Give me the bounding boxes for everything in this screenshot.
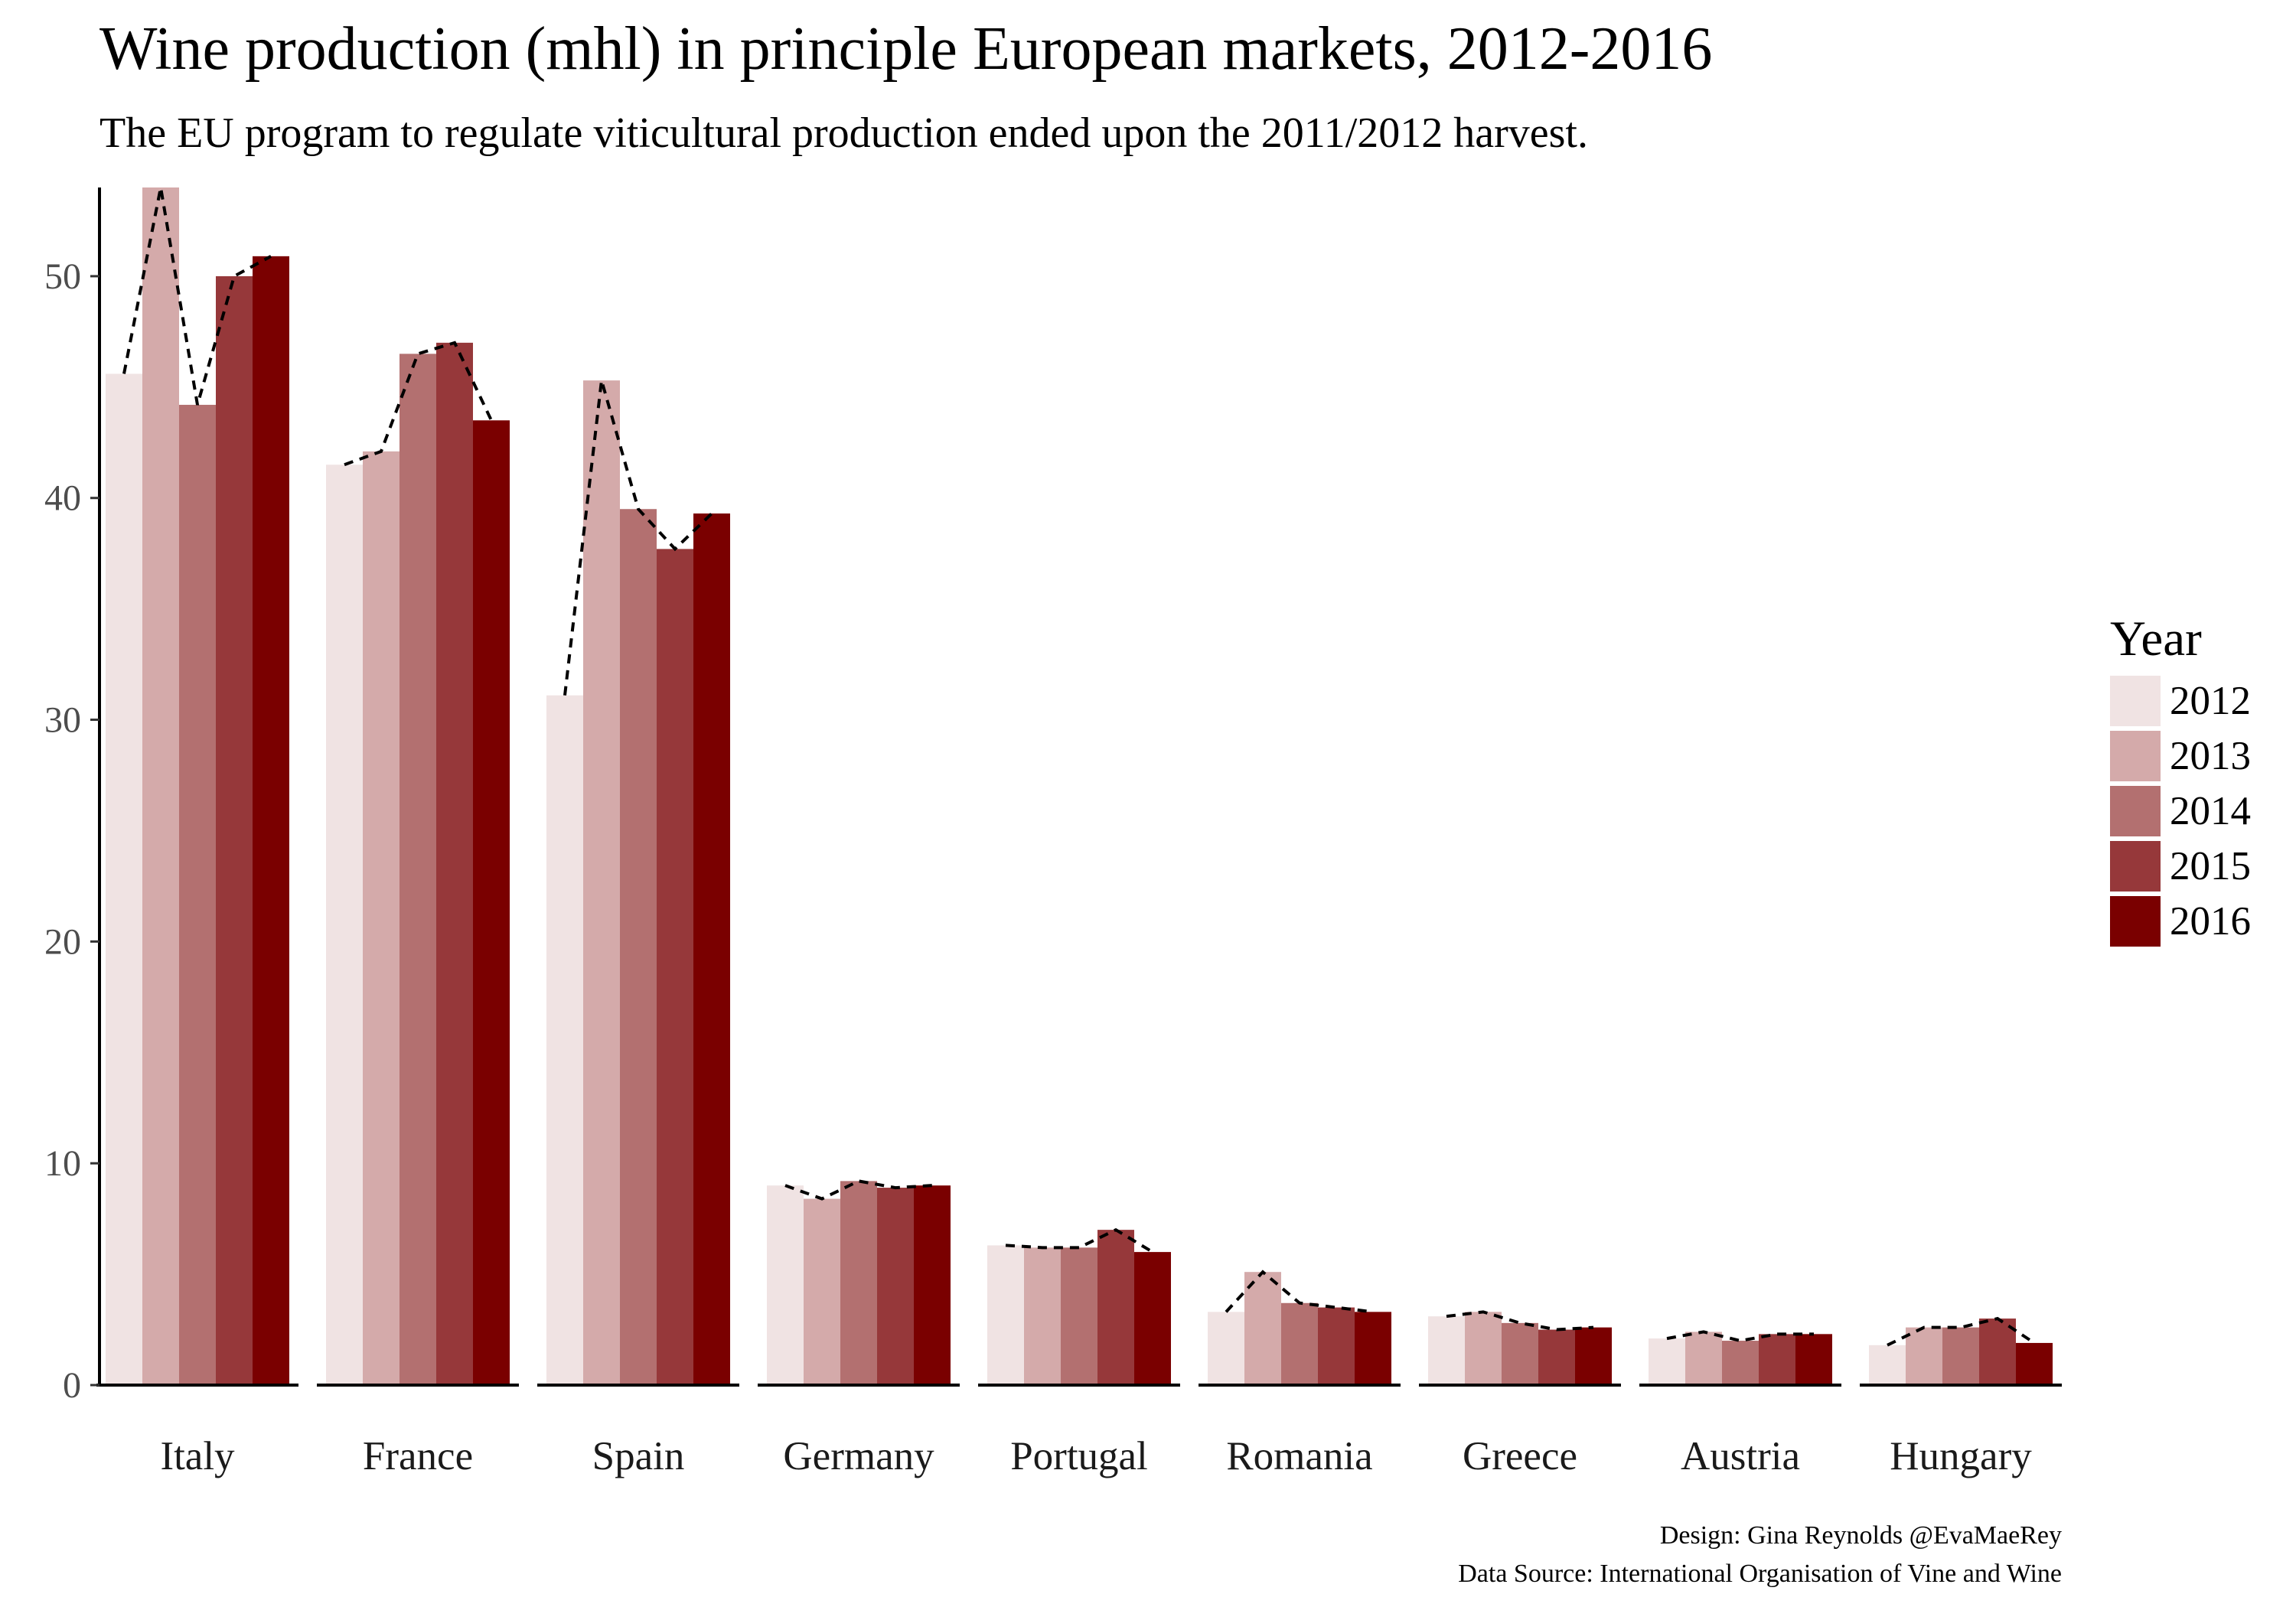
x-tick-label-italy: Italy [160,1434,235,1478]
trend-lines-layer [122,187,2036,1347]
bar-greece-2013 [1465,1312,1502,1385]
y-tick-label-50: 50 [44,256,81,297]
bar-portugal-2013 [1024,1247,1061,1385]
bar-portugal-2015 [1097,1230,1134,1385]
trend-line-spain [563,380,713,696]
legend-item-2012: 2012 [2110,673,2251,729]
y-tick-label-0: 0 [63,1365,81,1406]
bar-france-2012 [326,464,363,1385]
bar-spain-2013 [583,380,620,1385]
bar-greece-2014 [1502,1322,1538,1385]
bar-germany-2014 [840,1181,877,1385]
bar-france-2014 [400,354,436,1386]
chart-subtitle: The EU program to regulate viticultural … [99,109,1588,157]
bar-austria-2016 [1795,1334,1832,1385]
legend-label-2015: 2015 [2170,843,2251,888]
bar-hungary-2014 [1942,1327,1979,1385]
legend-label-2012: 2012 [2170,678,2251,723]
y-tick-label-30: 30 [44,700,81,741]
bar-france-2013 [363,451,400,1385]
bar-italy-2015 [216,275,253,1386]
bar-germany-2015 [877,1188,914,1385]
y-axis-ticks: 0 10 20 30 40 50 [44,256,99,1406]
bar-hungary-2012 [1869,1345,1906,1385]
bar-portugal-2012 [987,1245,1024,1385]
bar-germany-2016 [914,1185,951,1385]
legend: Year 2012 2013 2014 2015 2016 [2110,612,2251,949]
legend-item-2016: 2016 [2110,894,2251,949]
y-tick-label-40: 40 [44,478,81,519]
bar-greece-2016 [1575,1327,1612,1385]
legend-label-2013: 2013 [2170,733,2251,778]
caption-source: Data Source: International Organisation … [1458,1560,2062,1588]
legend-item-2014: 2014 [2110,784,2251,839]
x-tick-label-hungary: Hungary [1890,1434,2032,1478]
x-axis-labels: Italy France Spain Germany Portugal Romania Gr… [160,1434,2032,1478]
legend-swatch-2013 [2110,731,2161,781]
legend-item-2013: 2013 [2110,729,2251,784]
bar-italy-2012 [106,373,142,1385]
trend-line-france [344,341,493,467]
legend-swatch-2015 [2110,841,2161,892]
bar-romania-2016 [1355,1312,1391,1385]
bar-greece-2012 [1428,1316,1465,1385]
bar-hungary-2015 [1979,1319,2016,1385]
bar-austria-2014 [1722,1341,1759,1385]
x-tick-label-greece: Greece [1463,1434,1577,1478]
bar-austria-2015 [1759,1334,1795,1385]
x-tick-label-austria: Austria [1681,1434,1800,1478]
bar-germany-2013 [804,1198,840,1385]
bar-greece-2015 [1538,1329,1575,1385]
bars-layer [106,187,2053,1386]
bar-france-2016 [473,420,510,1385]
trend-line-austria [1666,1330,1814,1343]
bar-romania-2014 [1281,1302,1318,1385]
bar-france-2015 [436,342,473,1385]
axes-layer [96,187,2062,1387]
x-tick-label-romania: Romania [1226,1434,1372,1478]
bar-spain-2014 [620,509,657,1386]
bar-spain-2012 [546,695,583,1385]
bar-romania-2015 [1318,1307,1355,1385]
legend-swatch-2014 [2110,786,2161,836]
bar-italy-2014 [179,405,216,1385]
trend-line-portugal [1005,1227,1154,1253]
trend-line-greece [1446,1310,1594,1332]
bar-portugal-2014 [1061,1247,1097,1385]
trend-line-hungary [1887,1316,2036,1347]
x-tick-label-spain: Spain [592,1434,685,1478]
bar-spain-2015 [657,549,693,1385]
legend-swatch-2016 [2110,896,2161,947]
bar-romania-2012 [1208,1312,1244,1385]
x-tick-label-germany: Germany [783,1434,934,1478]
trend-line-italy [122,187,272,406]
chart-title: Wine production (mhl) in principle Europ… [99,15,1713,83]
legend-items: 2012 2013 2014 2015 2016 [2110,673,2251,949]
trend-line-germany [784,1179,933,1201]
legend-label-2016: 2016 [2170,898,2251,944]
bar-italy-2016 [253,256,289,1386]
x-tick-label-portugal: Portugal [1010,1434,1148,1478]
trend-line-romania [1225,1270,1374,1314]
bar-austria-2012 [1649,1338,1685,1385]
legend-label-2014: 2014 [2170,788,2251,833]
x-tick-label-france: France [363,1434,473,1478]
bar-romania-2013 [1244,1272,1281,1385]
y-tick-label-20: 20 [44,921,81,962]
legend-swatch-2012 [2110,676,2161,726]
caption-design: Design: Gina Reynolds @EvaMaeRey [1659,1521,2062,1550]
y-tick-label-10: 10 [44,1143,81,1184]
bar-hungary-2013 [1906,1327,1942,1385]
bar-spain-2016 [693,513,730,1385]
caption: Design: Gina Reynolds @EvaMaeRey Data So… [1458,1517,2062,1593]
bar-hungary-2016 [2016,1342,2053,1385]
legend-title: Year [2110,611,2202,667]
bar-germany-2012 [767,1185,804,1385]
bar-portugal-2016 [1134,1252,1171,1385]
bar-italy-2013 [142,187,179,1385]
bar-austria-2013 [1685,1332,1722,1385]
legend-item-2015: 2015 [2110,839,2251,894]
